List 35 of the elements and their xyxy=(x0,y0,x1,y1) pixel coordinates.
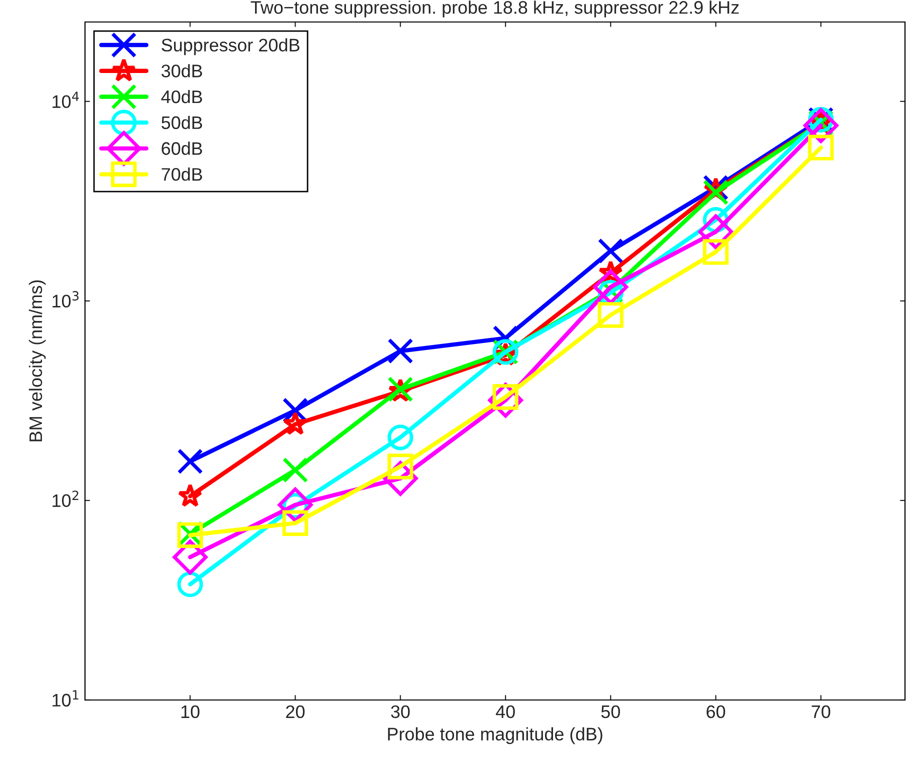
point xyxy=(177,571,203,598)
point xyxy=(282,457,308,483)
point xyxy=(702,239,729,265)
x-tick-label: 30 xyxy=(391,705,410,718)
x-tick-label: 40 xyxy=(496,705,515,718)
x-axis-title: Probe tone magnitude (dB) xyxy=(388,727,602,744)
y-tick-label: 10$^{2}$ xyxy=(52,490,78,508)
x-tick-label: 20 xyxy=(286,705,305,718)
x-tick-label: 10 xyxy=(181,705,200,718)
point xyxy=(388,338,414,364)
legend-label: 70dB xyxy=(162,168,202,181)
x-tick-label: 50 xyxy=(601,705,620,718)
legend-label: 40dB xyxy=(161,90,202,104)
legend-label: 30dB xyxy=(162,64,202,78)
x-tick-label: 60 xyxy=(706,705,726,718)
y-tick-label: 10$^{1}$ xyxy=(52,690,78,707)
y-tick-label: 10$^{4}$ xyxy=(52,92,79,108)
point xyxy=(282,510,308,536)
point xyxy=(388,424,414,450)
point xyxy=(278,487,313,522)
point xyxy=(808,134,834,160)
point xyxy=(593,270,628,304)
y-axis-title: BM velocity (nm/ms) xyxy=(28,280,46,442)
point xyxy=(598,302,624,328)
y-tick-label: 10$^{3}$ xyxy=(52,291,79,308)
legend-label: Suppressor 20dB xyxy=(162,38,300,56)
legend-label: 50dB xyxy=(162,116,202,130)
point xyxy=(598,238,624,264)
x-tick-label: 70 xyxy=(812,705,830,718)
point xyxy=(177,448,203,474)
point xyxy=(702,180,729,206)
legend-label: 60dB xyxy=(162,142,202,155)
point xyxy=(282,411,308,435)
point xyxy=(178,483,202,507)
chart-title: Two−tone suppression. probe 18.8 kHz, suppressor 22.9 kHz xyxy=(250,0,739,18)
